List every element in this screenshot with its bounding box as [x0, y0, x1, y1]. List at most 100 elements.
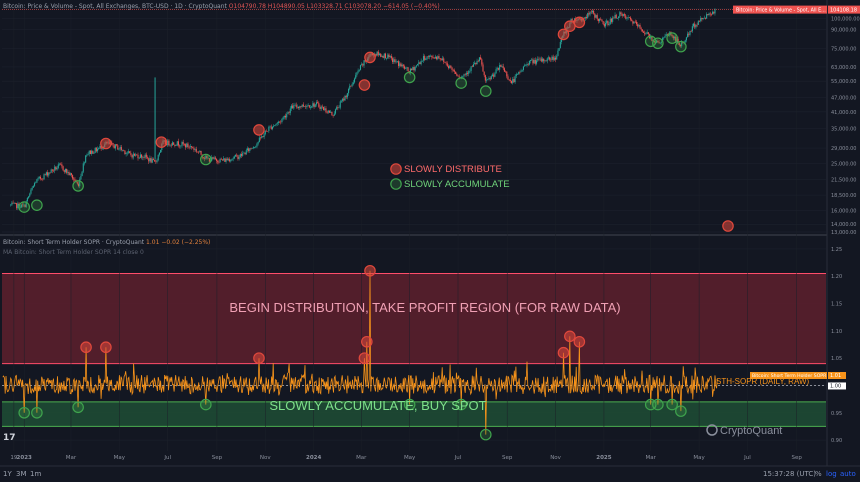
log-toggle[interactable]: log [826, 470, 837, 478]
accumulate-marker [72, 180, 84, 192]
candle-body [599, 18, 601, 22]
sopr-values: 1.01 −0.02 (−2.25%) [146, 239, 211, 246]
time-tick-label: May [114, 455, 126, 461]
sopr-distribute-marker [253, 352, 265, 364]
candle-body [257, 141, 259, 144]
candle-body [520, 70, 522, 73]
sopr-accumulate-marker [479, 428, 492, 441]
candle-body [264, 130, 266, 135]
time-tick-label: May [404, 455, 416, 461]
candle-body [23, 204, 25, 206]
candle-body [607, 20, 609, 25]
candle-body [513, 79, 515, 83]
candle-body [120, 147, 122, 150]
candle-body [10, 204, 12, 206]
candle-body [502, 66, 504, 69]
candle-body [491, 74, 494, 77]
candle-body [428, 55, 431, 57]
candle-body [315, 102, 318, 105]
candle-body [558, 47, 560, 51]
candle-body [275, 124, 277, 126]
candle-body [682, 42, 684, 43]
candle-body [48, 172, 50, 176]
candle-body [419, 62, 421, 65]
candle-body [206, 155, 208, 159]
candle-body [697, 20, 699, 25]
candle-body [707, 14, 709, 16]
candle-body [63, 170, 65, 172]
candle-body [20, 204, 22, 208]
candle-body [457, 75, 459, 77]
range-1y-button[interactable]: 1Y [3, 470, 12, 478]
price-tick-label: 25,000.00 [831, 162, 856, 168]
candle-body [220, 158, 222, 160]
candle-body [556, 55, 558, 60]
candle-body [482, 64, 484, 72]
range-1m-button[interactable]: 1m [30, 470, 42, 478]
candle-body [405, 68, 407, 69]
distribute-marker [557, 28, 570, 41]
candle-body [79, 179, 81, 187]
candle-body [465, 72, 467, 75]
candle-body [487, 79, 489, 80]
sopr-tick-label: 1.05 [831, 356, 842, 362]
candle-body [414, 66, 416, 71]
percent-toggle[interactable]: % [815, 470, 822, 478]
candle-body [248, 148, 250, 152]
candle-body [337, 107, 339, 108]
candle-body [552, 56, 554, 60]
candle-body [528, 60, 530, 65]
range-3m-button[interactable]: 3M [16, 470, 27, 478]
price-header: Bitcoin: Price & Volume - Spot, All Exch… [3, 3, 440, 10]
candle-body [464, 74, 466, 76]
candle-body [146, 157, 149, 159]
candle-body [211, 157, 213, 161]
price-tick-label: 35,000.00 [831, 126, 856, 132]
candle-body [111, 142, 113, 144]
candle-body [469, 70, 471, 72]
candle-body [431, 55, 433, 58]
sopr-accumulate-marker [652, 398, 664, 411]
sopr-tag-value: 1.01 [830, 373, 841, 379]
candle-body [199, 150, 201, 153]
candle-body [52, 170, 55, 172]
candle-body [312, 103, 314, 107]
candle-body [171, 142, 174, 146]
candle-body [32, 185, 34, 188]
candle-body [651, 36, 653, 41]
auto-toggle[interactable]: auto [840, 470, 856, 478]
candle-body [631, 19, 633, 21]
candle-body [413, 67, 415, 71]
candle-body [527, 63, 529, 65]
candle-body [331, 111, 333, 115]
candle-body [294, 104, 296, 106]
candle-body [76, 182, 78, 184]
sopr-distribute-marker [564, 330, 576, 343]
candle-body [437, 56, 439, 60]
candle-body [377, 51, 379, 56]
candle-body [49, 172, 51, 174]
price-tag-label: Bitcoin: Price & Volume - Spot, All E... [736, 8, 826, 14]
candle-body [97, 148, 99, 152]
candle-body [434, 56, 436, 59]
price-title: Bitcoin: Price & Volume - Spot, All Exch… [3, 3, 227, 10]
candle-body [94, 147, 96, 153]
candle-body [55, 166, 57, 170]
candle-body [67, 172, 69, 173]
candle-body [643, 31, 645, 33]
accumulate-marker [403, 71, 416, 84]
candle-body [346, 93, 348, 98]
candle-body [626, 17, 628, 19]
candle-body [445, 62, 447, 64]
candle-body [61, 164, 63, 167]
accumulate-marker [652, 37, 664, 50]
candle-body [625, 15, 627, 19]
candle-body [42, 178, 44, 180]
distribute-marker [573, 16, 586, 29]
time-tick-label: 2024 [306, 455, 321, 461]
candle-body [525, 65, 527, 66]
candle-body [470, 66, 472, 71]
candle-body [415, 65, 417, 67]
candle-body [240, 154, 243, 156]
